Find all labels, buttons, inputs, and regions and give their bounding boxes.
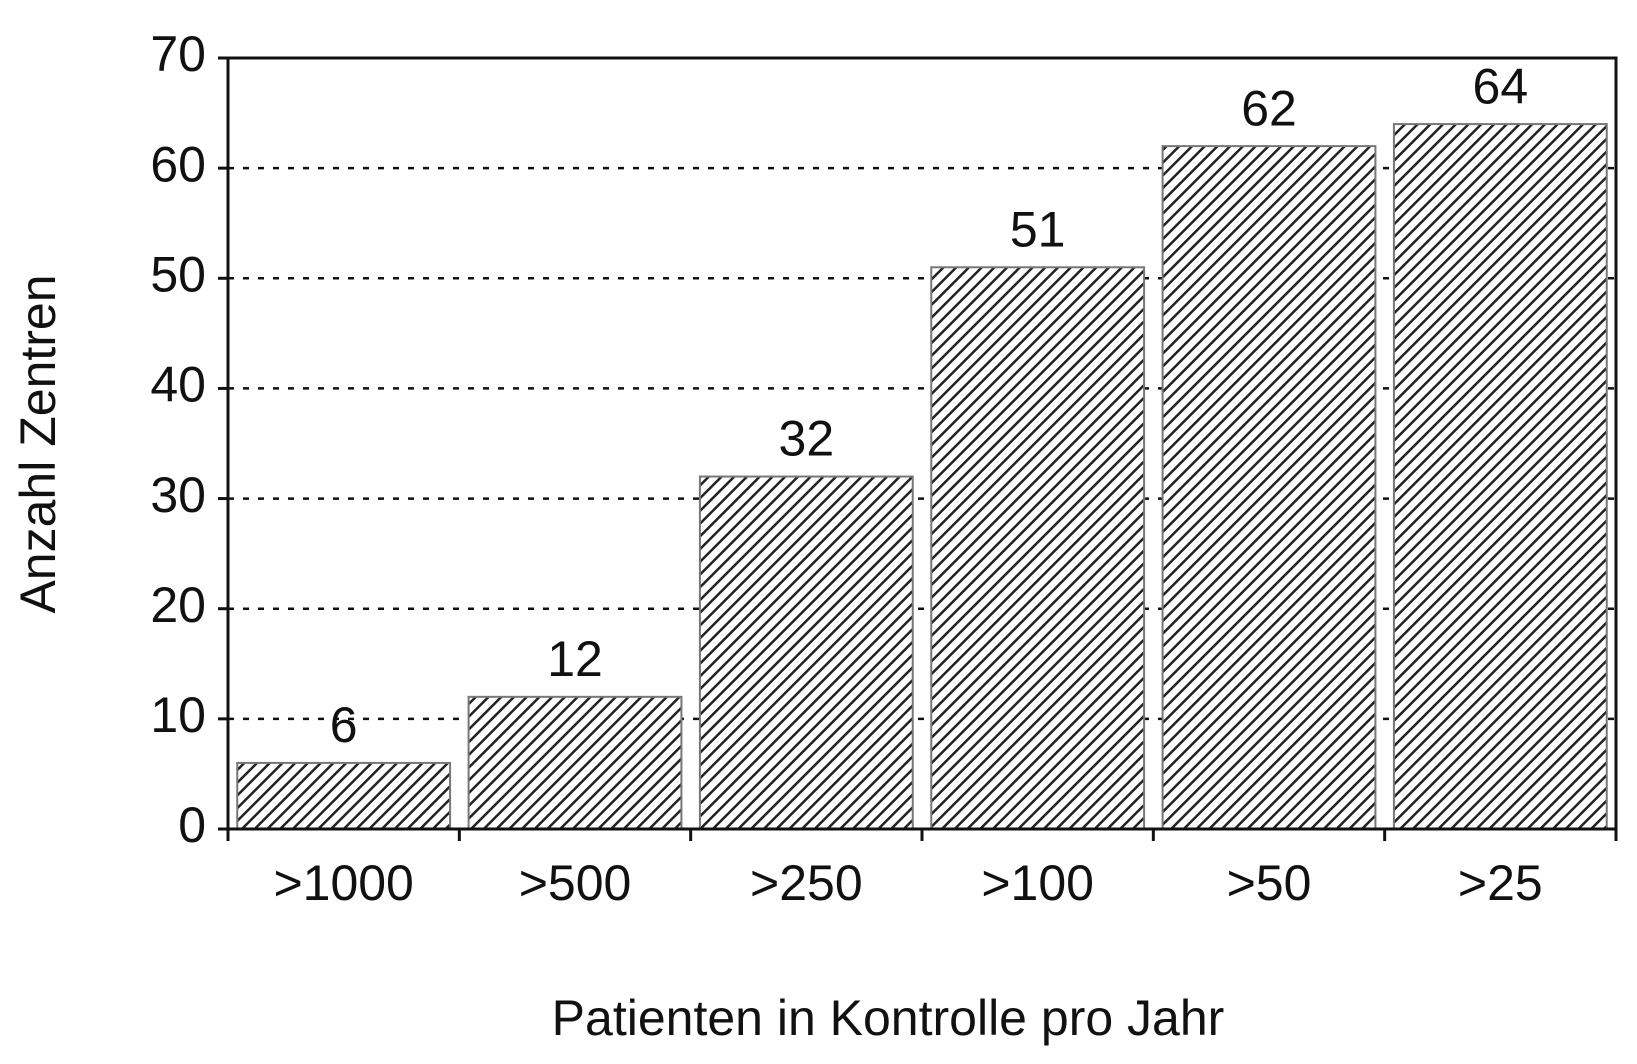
x-tick-label: >25 bbox=[1458, 855, 1543, 911]
value-label: 12 bbox=[547, 631, 603, 687]
bar bbox=[1392, 123, 1608, 831]
x-tick-label: >50 bbox=[1227, 855, 1312, 911]
bar bbox=[1161, 145, 1377, 831]
y-tick-label: 20 bbox=[150, 577, 206, 633]
value-label: 32 bbox=[779, 411, 835, 467]
bar bbox=[930, 266, 1146, 830]
y-tick-label: 70 bbox=[150, 26, 206, 82]
y-tick-label: 50 bbox=[150, 246, 206, 302]
value-label: 6 bbox=[330, 697, 358, 753]
x-tick-label: >100 bbox=[981, 855, 1094, 911]
value-label: 51 bbox=[1010, 201, 1066, 257]
y-tick-label: 10 bbox=[150, 687, 206, 743]
bar bbox=[467, 695, 683, 830]
value-label: 62 bbox=[1241, 80, 1297, 136]
y-tick-label: 0 bbox=[178, 797, 206, 853]
value-label: 64 bbox=[1473, 58, 1529, 114]
y-tick-label: 30 bbox=[150, 467, 206, 523]
bar bbox=[236, 761, 452, 831]
x-tick-label: >250 bbox=[750, 855, 863, 911]
y-tick-label: 60 bbox=[150, 136, 206, 192]
y-axis-title: Anzahl Zentren bbox=[10, 274, 66, 613]
x-tick-label: >500 bbox=[519, 855, 632, 911]
y-tick-label: 40 bbox=[150, 357, 206, 413]
plot-frame bbox=[226, 56, 1618, 831]
x-axis-title: Patienten in Kontrolle pro Jahr bbox=[552, 990, 1225, 1046]
bar bbox=[698, 475, 914, 830]
x-tick-label: >1000 bbox=[273, 855, 413, 911]
